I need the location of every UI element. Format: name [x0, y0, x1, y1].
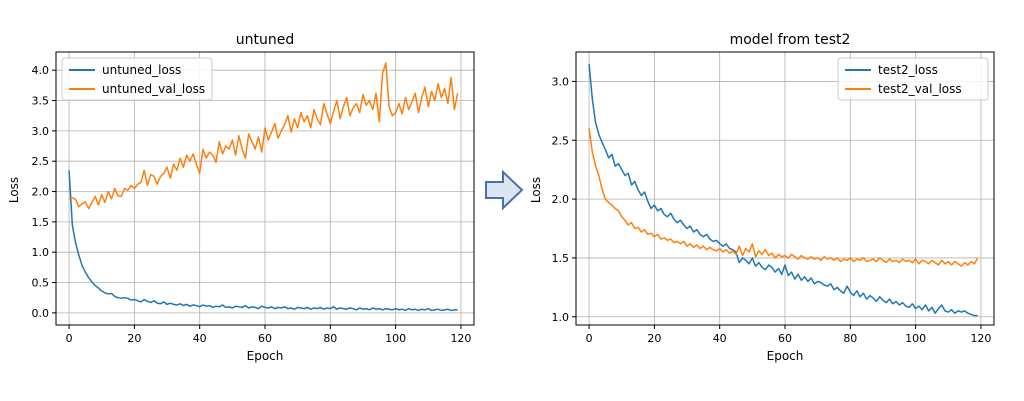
y-axis-label: Loss: [7, 177, 21, 203]
x-tick-label: 80: [843, 332, 857, 345]
x-tick-label: 100: [385, 332, 406, 345]
chart-title: model from test2: [730, 32, 851, 48]
series-line-untuned-loss: [68, 170, 458, 312]
legend-box: [61, 57, 213, 101]
y-tick-label: 3.0: [32, 125, 50, 138]
y-tick-label: 1.0: [552, 311, 570, 324]
x-tick-label: 20: [127, 332, 141, 345]
x-tick-label: 80: [323, 332, 337, 345]
x-axis-label: Epoch: [247, 349, 284, 363]
series-line-untuned-val-loss: [68, 62, 459, 210]
legend: test2_loss test2_val_loss: [837, 57, 989, 101]
y-tick-label: 3.5: [32, 95, 50, 108]
legend-label: test2_val_loss: [878, 82, 962, 96]
x-tick-label: 100: [905, 332, 926, 345]
x-axis-label: Epoch: [767, 349, 804, 363]
y-tick-label: 0.0: [32, 307, 50, 320]
x-tick-label: 60: [258, 332, 272, 345]
y-tick-label: 4.0: [32, 64, 50, 77]
x-tick-label: 40: [713, 332, 727, 345]
series-line-test2-val-loss: [588, 128, 979, 267]
legend-label: untuned_loss: [102, 63, 181, 77]
x-tick-label: 120: [970, 332, 991, 345]
legend: untuned_loss untuned_val_loss: [61, 57, 213, 101]
y-tick-label: 2.5: [32, 155, 50, 168]
chart-title: untuned: [236, 32, 294, 48]
y-tick-label: 2.0: [32, 186, 50, 199]
y-axis-label: Loss: [529, 177, 543, 203]
y-tick-label: 0.5: [32, 277, 50, 290]
x-tick-label: 0: [66, 332, 73, 345]
y-tick-label: 2.0: [552, 193, 570, 206]
right-arrow-icon: [485, 169, 524, 211]
x-tick-label: 60: [778, 332, 792, 345]
chart-model-from-test2: model from test2 Epoch Loss 0 20 40 60 80 100…: [529, 32, 995, 363]
y-tick-label: 1.5: [32, 216, 50, 229]
y-tick-label: 1.0: [32, 246, 50, 259]
legend-label: untuned_val_loss: [102, 82, 205, 96]
y-tick-label: 2.5: [552, 134, 570, 147]
legend-label: test2_loss: [878, 63, 938, 77]
y-tick-label: 3.0: [552, 75, 570, 88]
x-tick-label: 0: [586, 332, 593, 345]
chart-untuned: untuned Epoch Loss 0 20 40 60 80 100 120 0.0 0.5…: [7, 32, 475, 363]
x-tick-label: 120: [450, 332, 471, 345]
legend-box: [837, 57, 989, 101]
y-tick-label: 1.5: [552, 252, 570, 265]
x-tick-label: 20: [647, 332, 661, 345]
series-line-test2-loss: [588, 63, 978, 317]
x-tick-label: 40: [193, 332, 207, 345]
